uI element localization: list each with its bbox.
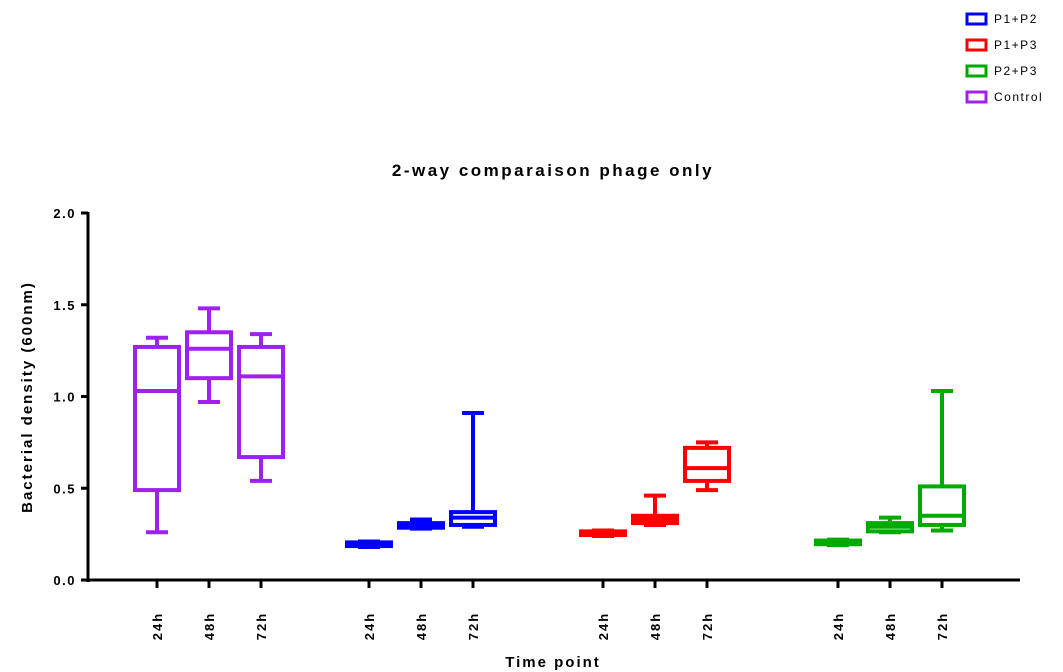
- x-tick-label: 48h: [202, 612, 217, 640]
- box-iqr: [237, 344, 285, 460]
- x-tick-label: 24h: [150, 612, 165, 640]
- series-p2-p3: [814, 388, 966, 548]
- y-tick-label: 0.5: [53, 481, 76, 496]
- series-p1-p3: [579, 440, 731, 538]
- legend: P1+P2 P1+P3 P2+P3 Control: [965, 12, 1043, 104]
- x-tick-label: 24h: [831, 612, 846, 640]
- legend-label: P1+P2: [994, 12, 1038, 26]
- legend-item-control: Control: [965, 90, 1043, 104]
- legend-label: P2+P3: [994, 64, 1038, 78]
- x-tick-label: 72h: [466, 612, 481, 640]
- box-control-48h: [185, 306, 233, 405]
- y-axis: 0.0 0.5 1.0 1.5 2.0: [53, 206, 90, 588]
- box-p2-p3-48h: [866, 515, 914, 535]
- legend-swatch: [965, 38, 988, 52]
- x-tick-label: 24h: [362, 612, 377, 640]
- x-tick-label: 48h: [648, 612, 663, 640]
- series-control: [133, 306, 285, 535]
- box-iqr: [683, 445, 731, 483]
- legend-item-p1-p2: P1+P2: [965, 12, 1038, 26]
- y-tick-label: 0.0: [53, 573, 76, 588]
- legend-swatch: [965, 12, 988, 26]
- x-tick-label: 48h: [414, 612, 429, 640]
- x-tick-label: 72h: [700, 612, 715, 640]
- box-iqr: [133, 344, 181, 493]
- y-tick-label: 2.0: [53, 206, 76, 221]
- x-axis: 24h 48h 72h 24h 48h 72h 24h 48h 72h 24h 48h 72h: [86, 578, 1020, 640]
- legend-label: P1+P3: [994, 38, 1038, 52]
- box-p2-p3-72h: [918, 388, 966, 533]
- y-tick-label: 1.0: [53, 390, 76, 405]
- box-p1-p2-72h: [449, 411, 497, 529]
- x-tick-label: 48h: [883, 612, 898, 640]
- box-control-24h: [133, 335, 181, 535]
- series-p1-p2: [345, 411, 497, 549]
- box-series: [133, 306, 966, 549]
- x-axis-label: Time point: [505, 654, 601, 671]
- box-p2-p3-24h: [814, 537, 862, 548]
- legend-label: Control: [994, 90, 1043, 104]
- box-p1-p2-48h: [397, 517, 445, 531]
- box-p1-p3-48h: [631, 493, 679, 527]
- chart-title: 2-way comparaison phage only: [392, 161, 714, 180]
- box-p1-p2-24h: [345, 539, 393, 549]
- x-tick-label: 72h: [254, 612, 269, 640]
- legend-item-p2-p3: P2+P3: [965, 64, 1038, 78]
- legend-swatch: [965, 90, 988, 104]
- box-p1-p3-72h: [683, 440, 731, 493]
- box-iqr: [185, 330, 233, 381]
- x-tick-label: 72h: [935, 612, 950, 640]
- y-tick-label: 1.5: [53, 298, 76, 313]
- y-axis-label: Bacterial density (600nm): [19, 281, 36, 513]
- x-tick-label: 24h: [596, 612, 611, 640]
- box-p1-p3-24h: [579, 528, 627, 538]
- legend-item-p1-p3: P1+P3: [965, 38, 1038, 52]
- box-iqr: [918, 484, 966, 527]
- legend-swatch: [965, 64, 988, 78]
- box-control-72h: [237, 332, 285, 483]
